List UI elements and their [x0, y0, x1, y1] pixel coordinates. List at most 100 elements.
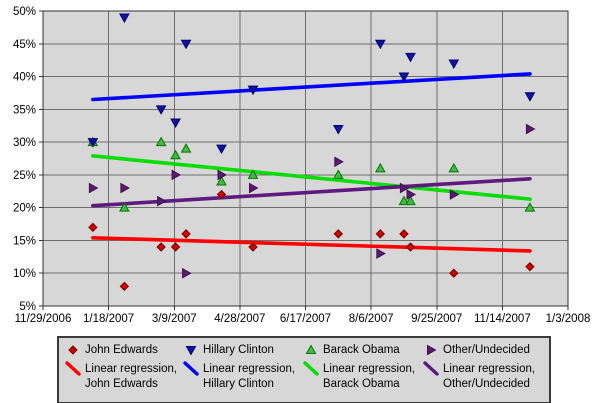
chart-legend: John Edwards Linear regression, John Edwar…	[57, 336, 551, 403]
x-tick-label: 8/6/2007	[349, 313, 394, 325]
data-point-marker	[249, 182, 259, 194]
data-point-marker	[247, 85, 259, 96]
legend-regression-row: Linear regression,	[65, 359, 183, 378]
data-point-marker	[448, 162, 460, 173]
legend-line-swatch	[303, 361, 320, 376]
data-point-marker	[180, 39, 192, 50]
data-point-marker	[524, 92, 536, 102]
legend-regression-row: Linear regression,	[423, 359, 549, 378]
data-point-marker	[448, 59, 460, 69]
triangle-down-icon	[185, 346, 197, 356]
data-point-marker	[398, 72, 410, 83]
data-point-marker	[248, 242, 258, 252]
x-tick-label: 6/17/2007	[280, 313, 331, 325]
data-point-marker	[405, 195, 416, 206]
data-point-marker	[87, 138, 99, 148]
data-point-marker	[247, 169, 259, 179]
triangle-right-glyph	[427, 344, 437, 356]
data-point-marker	[399, 229, 409, 239]
y-tick-label: 50%	[13, 6, 36, 18]
legend-regression-name: John Edwards	[65, 376, 183, 391]
legend-series-row: Hillary Clinton	[183, 340, 303, 359]
regression-line	[91, 236, 532, 253]
regression-line-glyph	[423, 361, 439, 376]
data-point-marker	[181, 229, 191, 239]
plot-border	[42, 10, 569, 307]
data-point-marker	[171, 169, 182, 181]
legend-entry-hillary-clinton: Hillary Clinton Linear regression, Hillary…	[183, 340, 303, 400]
data-point-marker	[88, 222, 98, 233]
x-tick-label: 11/29/2006	[15, 313, 72, 325]
data-point-marker	[334, 156, 344, 168]
triangle-up-icon	[305, 344, 317, 354]
data-point-marker	[374, 39, 386, 50]
legend-line-swatch	[423, 361, 440, 376]
regression-line	[91, 72, 532, 102]
y-tick-label: 40%	[13, 72, 36, 84]
legend-entry-john-edwards: John Edwards Linear regression, John Edwar…	[65, 340, 183, 400]
legend-marker	[183, 342, 200, 357]
data-point-marker	[376, 248, 386, 259]
regression-line	[91, 154, 532, 201]
data-point-marker	[155, 136, 167, 147]
legend-entry-barack-obama: Barack Obama Linear regression, Barack Oba…	[303, 340, 423, 400]
legend-regression-prefix: Linear regression,	[443, 362, 536, 375]
legend-marker	[303, 342, 320, 357]
regression-line-glyph	[65, 361, 81, 376]
legend-regression-series-label: Other/Undecided	[443, 377, 530, 390]
data-point-marker	[119, 13, 130, 24]
legend-regression-prefix: Linear regression,	[203, 362, 296, 375]
data-point-marker	[119, 202, 130, 212]
data-point-marker	[88, 182, 99, 194]
x-tick-label: 1/3/2008	[546, 313, 591, 325]
x-tick-label: 1/18/2007	[83, 313, 134, 325]
diamond-icon	[68, 345, 78, 355]
data-point-marker	[449, 189, 460, 200]
data-point-marker	[375, 229, 386, 239]
legend-marker	[65, 342, 82, 357]
regression-line-swatch-icon	[183, 361, 199, 376]
data-point-marker	[398, 195, 410, 206]
legend-marker	[423, 342, 440, 357]
data-point-marker	[182, 267, 192, 279]
data-point-marker	[155, 105, 167, 115]
x-tick-label: 3/9/2007	[152, 313, 197, 325]
legend-line-swatch	[183, 361, 200, 376]
legend-series-row: Other/Undecided	[423, 340, 549, 359]
legend-regression-series-label: Hillary Clinton	[203, 377, 274, 390]
chart-plot-area: 5% 10% 15% 20% 25% 30% 35% 40% 45% 50% 11/29/2006 1…	[13, 6, 591, 325]
data-point-marker	[405, 242, 416, 252]
x-tick-label: 11/14/2007	[474, 313, 531, 325]
y-tick-label: 30%	[13, 137, 36, 149]
data-point-marker	[405, 52, 416, 63]
regression-line-swatch-icon	[65, 361, 81, 376]
legend-regression-name: Hillary Clinton	[183, 376, 303, 391]
regression-line-glyph	[183, 361, 199, 376]
y-tick-label: 45%	[13, 39, 36, 51]
data-point-marker	[170, 242, 181, 252]
data-point-marker	[216, 144, 227, 155]
regression-line-swatch-icon	[423, 361, 439, 376]
data-point-marker	[170, 149, 181, 160]
y-tick-label: 20%	[13, 203, 36, 215]
data-point-marker	[120, 182, 130, 194]
regression-line-glyph	[303, 361, 319, 376]
x-tick-label: 9/25/2007	[411, 313, 462, 325]
data-point-marker	[217, 169, 228, 181]
data-point-marker	[332, 125, 344, 135]
data-point-marker	[399, 182, 410, 194]
data-point-marker	[449, 268, 459, 278]
legend-line-swatch	[65, 361, 82, 376]
diamond-glyph	[68, 345, 78, 355]
regression-line-swatch-icon	[303, 361, 319, 376]
legend-series-row: John Edwards	[65, 340, 183, 359]
data-point-marker	[157, 195, 167, 207]
legend-series-label: Hillary Clinton	[203, 343, 274, 356]
x-tick-label: 4/28/2007	[214, 313, 265, 325]
data-point-marker	[216, 189, 227, 200]
data-point-marker	[156, 242, 166, 252]
legend-series-row: Barack Obama	[303, 340, 423, 359]
legend-entry-other-undecided: Other/Undecided Linear regression, Other/U…	[423, 340, 549, 400]
legend-series-label: Barack Obama	[323, 343, 400, 356]
y-tick-label: 15%	[13, 235, 36, 247]
